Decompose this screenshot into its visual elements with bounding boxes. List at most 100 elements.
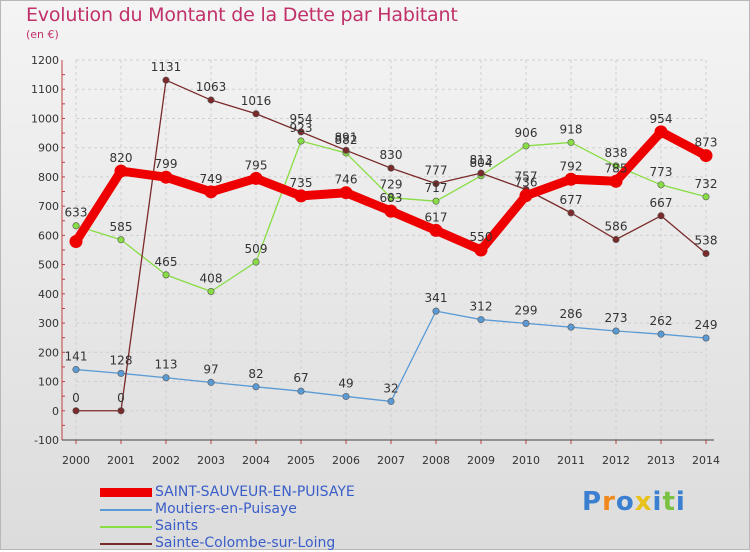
data-label: 408 (200, 272, 223, 286)
legend-swatch (100, 526, 152, 528)
data-point (612, 162, 620, 170)
y-tick-label: 600 (38, 229, 59, 242)
data-label: 141 (65, 350, 88, 364)
data-label: 882 (335, 133, 358, 147)
proxiti-logo: Proxiti (582, 487, 686, 517)
legend-label: Moutiers-en-Puisaye (155, 501, 297, 517)
data-point (522, 142, 530, 150)
data-point (699, 149, 713, 163)
logo-letter: r (602, 487, 616, 517)
legend-swatch (100, 543, 152, 545)
data-point (654, 125, 668, 139)
data-label: 67 (293, 371, 308, 385)
data-point (702, 334, 710, 342)
y-tick-label: 900 (38, 142, 59, 155)
data-point (72, 366, 80, 374)
data-label: 677 (560, 193, 583, 207)
y-tick-label: 200 (38, 346, 59, 359)
x-tick-label: 2010 (512, 454, 540, 467)
data-label: 785 (605, 161, 628, 175)
data-label: 795 (245, 158, 268, 172)
data-label: 273 (605, 311, 628, 325)
data-point (609, 174, 623, 188)
logo-letter: o (615, 487, 635, 517)
data-point (162, 374, 170, 382)
data-point (432, 180, 440, 188)
data-label: 683 (380, 191, 403, 205)
data-label: 873 (695, 136, 718, 150)
data-point (612, 327, 620, 335)
data-label: 891 (335, 130, 358, 144)
x-tick-label: 2001 (107, 454, 135, 467)
data-label: 820 (110, 151, 133, 165)
data-label: 538 (695, 234, 718, 248)
data-point (159, 170, 173, 184)
data-point (429, 223, 443, 237)
legend-label: Sainte-Colombe-sur-Loing (155, 535, 336, 551)
data-label: 1016 (241, 94, 272, 108)
x-tick-label: 2009 (467, 454, 495, 467)
data-point (567, 138, 575, 146)
data-point (207, 378, 215, 386)
data-label: 813 (470, 153, 493, 167)
data-label: 113 (155, 358, 178, 372)
data-point (207, 96, 215, 104)
data-label: 757 (515, 169, 538, 183)
data-label: 128 (110, 353, 133, 367)
data-label: 918 (560, 122, 583, 136)
data-point (252, 383, 260, 391)
data-point (612, 235, 620, 243)
data-label: 0 (72, 391, 80, 405)
data-label: 82 (248, 367, 263, 381)
data-point (294, 189, 308, 203)
data-label: 1131 (151, 60, 182, 74)
x-tick-label: 2012 (602, 454, 630, 467)
data-point (117, 369, 125, 377)
y-tick-label: 1100 (31, 83, 59, 96)
y-tick-label: 0 (52, 405, 59, 418)
data-point (387, 164, 395, 172)
legend-swatch (100, 509, 152, 511)
data-label: 746 (335, 173, 358, 187)
data-label: 717 (425, 181, 448, 195)
data-point (342, 392, 350, 400)
data-point (519, 189, 533, 203)
data-label: 954 (650, 112, 673, 126)
data-label: 262 (650, 314, 673, 328)
data-point (252, 110, 260, 118)
data-label: 732 (695, 177, 718, 191)
data-label: 792 (560, 159, 583, 173)
data-label: 736 (515, 176, 538, 190)
logo-letter: P (582, 487, 603, 517)
y-tick-label: 300 (38, 317, 59, 330)
y-tick-label: 1000 (31, 112, 59, 125)
data-label: 667 (650, 196, 673, 210)
x-tick-label: 2003 (197, 454, 225, 467)
y-tick-label: -100 (34, 434, 59, 447)
data-label: 341 (425, 291, 448, 305)
chart-subtitle: (en €) (26, 28, 59, 41)
data-label: 773 (650, 165, 673, 179)
data-label: 804 (470, 156, 493, 170)
axes: -100010020030040050060070080090010001100… (31, 54, 720, 467)
data-label: 906 (515, 126, 538, 140)
y-tick-label: 800 (38, 171, 59, 184)
x-tick-label: 2000 (62, 454, 90, 467)
data-label: 509 (245, 242, 268, 256)
data-point (657, 330, 665, 338)
logo-letter: i (652, 487, 663, 517)
x-tick-label: 2014 (692, 454, 720, 467)
data-label: 777 (425, 164, 448, 178)
data-label: 32 (383, 381, 398, 395)
x-tick-label: 2004 (242, 454, 270, 467)
data-label: 0 (117, 391, 125, 405)
data-point (657, 212, 665, 220)
data-label: 617 (425, 210, 448, 224)
data-label: 465 (155, 255, 178, 269)
data-point (567, 209, 575, 217)
data-point (387, 397, 395, 405)
legend-swatch (100, 488, 152, 497)
data-point (432, 197, 440, 205)
y-tick-label: 100 (38, 376, 59, 389)
data-point (72, 407, 80, 415)
